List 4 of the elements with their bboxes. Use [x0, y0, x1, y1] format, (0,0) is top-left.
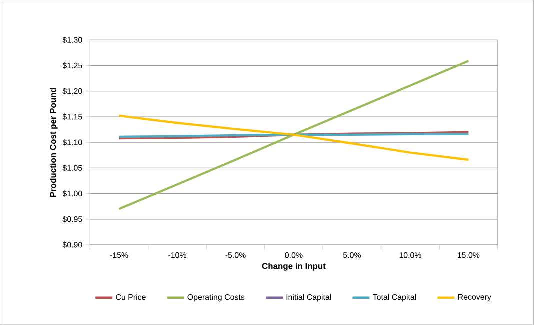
x-axis-title: Change in Input [262, 262, 326, 271]
line-series [118, 131, 470, 140]
y-axis-title: Production Cost per Pound [50, 88, 58, 197]
line-series [118, 114, 470, 162]
